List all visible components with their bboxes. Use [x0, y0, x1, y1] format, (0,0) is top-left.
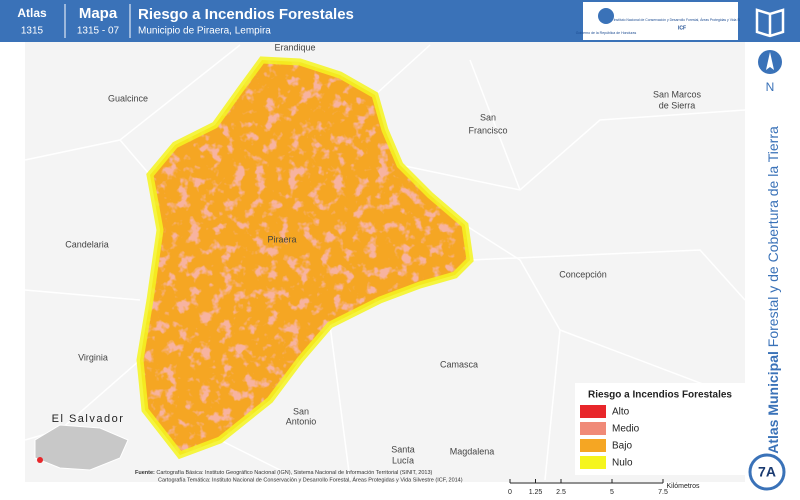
place-label: Santa: [391, 444, 415, 454]
place-label: San: [293, 406, 309, 416]
scale-label: 7.5: [658, 489, 668, 496]
place-label: Magdalena: [450, 446, 495, 456]
north-label: N: [766, 80, 775, 94]
place-label: de Sierra: [659, 100, 696, 110]
subtitle: Municipio de Piraera, Lempira: [138, 26, 271, 37]
place-label: Virginia: [78, 352, 108, 362]
badge: [748, 453, 786, 491]
scale-label: 0: [508, 489, 512, 496]
municipality-edge: [136, 56, 474, 460]
legend-swatch: [580, 422, 606, 435]
badge-text: 7A: [758, 464, 776, 480]
scale-label: 1.25: [529, 489, 543, 496]
inset-location: [37, 457, 43, 463]
source-line: Cartografía Temática: Instituto Nacional…: [158, 476, 463, 483]
boundaries: [24, 44, 746, 481]
place-label: Camasca: [440, 359, 478, 369]
place-label: Piraera: [267, 234, 296, 244]
legend-label: Alto: [612, 407, 630, 418]
map-label: Mapa: [79, 5, 118, 22]
legend-swatch: [580, 405, 606, 418]
logo-government: Gobierno de la República de Honduras: [576, 31, 637, 35]
scale-label: 2.5: [556, 489, 566, 496]
place-label: Concepción: [559, 269, 607, 279]
logo-emblem: [598, 8, 614, 24]
place-label: Antonio: [286, 416, 317, 426]
series-bold: Atlas Municipal: [765, 351, 781, 454]
place-label: Francisco: [468, 125, 507, 135]
legend-label: Medio: [612, 424, 640, 435]
book-icon: [755, 8, 785, 38]
title: Riesgo a Incendios Forestales: [138, 6, 354, 23]
north-arrow: [766, 52, 774, 70]
atlas-label: Atlas: [17, 6, 47, 20]
source-line: Cartografía Básica: Instituto Geográfico…: [156, 470, 432, 476]
inset-country: [34, 424, 129, 471]
place-label: Erandique: [274, 42, 315, 52]
sidebar: [745, 42, 800, 500]
legend-swatch: [580, 456, 606, 469]
logo-institute: Instituto Nacional de Conservación y Des…: [614, 18, 751, 22]
legend-title: Riesgo a Incendios Forestales: [588, 390, 732, 401]
source-label: Fuente:: [135, 470, 155, 476]
map-number: 1315 - 07: [77, 26, 120, 37]
series-title: Atlas Municipal Forestal y de Cobertura …: [765, 126, 781, 454]
logo-institute-short: ICF: [678, 25, 686, 31]
legend-label: Bajo: [612, 441, 632, 452]
place-label: Gualcince: [108, 93, 148, 103]
series-rest: Forestal y de Cobertura de la Tierra: [765, 126, 781, 347]
source-text: Fuente: Cartografía Básica: Instituto Ge…: [135, 470, 433, 476]
legend-swatch: [580, 439, 606, 452]
place-label: Candelaria: [65, 239, 109, 249]
place-label: El Salvador: [52, 413, 125, 425]
scale-label: 5: [610, 489, 614, 496]
place-label: San: [480, 112, 496, 122]
place-label: San Marcos: [653, 89, 702, 99]
atlas-number: 1315: [21, 26, 44, 37]
legend-label: Nulo: [612, 458, 633, 469]
place-label: Lucía: [392, 455, 414, 465]
scale-unit: Kilómetros: [666, 483, 700, 490]
